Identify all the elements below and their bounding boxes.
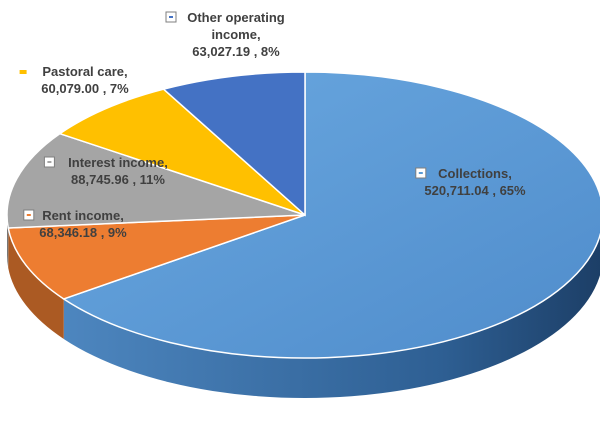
data-label: Rent income, 68,346.18 , 9% [23,208,127,240]
data-label-line: income, [211,27,260,42]
data-label-line: 63,027.19 , 8% [192,44,280,59]
legend-key-swatch [26,214,31,216]
pie-slice-pastoral-care [58,88,306,216]
data-label: Pastoral care, 60,079.00 , 7% [19,64,129,96]
data-label-line: 520,711.04 , 65% [424,183,526,198]
data-label: Other operating income, 63,027.19 , 8% [165,10,285,59]
data-label-line: Other operating [187,10,285,25]
data-label-line: 88,745.96 , 11% [71,172,165,187]
data-label-line: Pastoral care, [42,64,127,79]
legend-key-marker [19,70,27,74]
legend-key-swatch [418,172,423,174]
pie-slice-interest-income [6,132,306,229]
pie-slice-rent-income [7,214,306,300]
data-label-line: Rent income, [42,208,124,223]
data-label-line: 68,346.18 , 9% [39,225,127,240]
data-label: Collections, 520,711.04 , 65% [415,166,526,198]
data-label: Interest income, 88,745.96 , 11% [43,155,168,187]
legend-key-swatch [47,161,52,163]
pie-slice-other-operating-income [162,71,306,217]
pie-slice-side-rent-income [8,228,64,339]
data-label-line: Interest income, [68,155,168,170]
data-label-line: Collections, [438,166,512,181]
data-label-line: 60,079.00 , 7% [41,81,129,96]
pie-slice-collections [62,71,600,359]
legend-key-swatch [169,16,173,18]
pie-slice-side-collections [63,235,600,398]
